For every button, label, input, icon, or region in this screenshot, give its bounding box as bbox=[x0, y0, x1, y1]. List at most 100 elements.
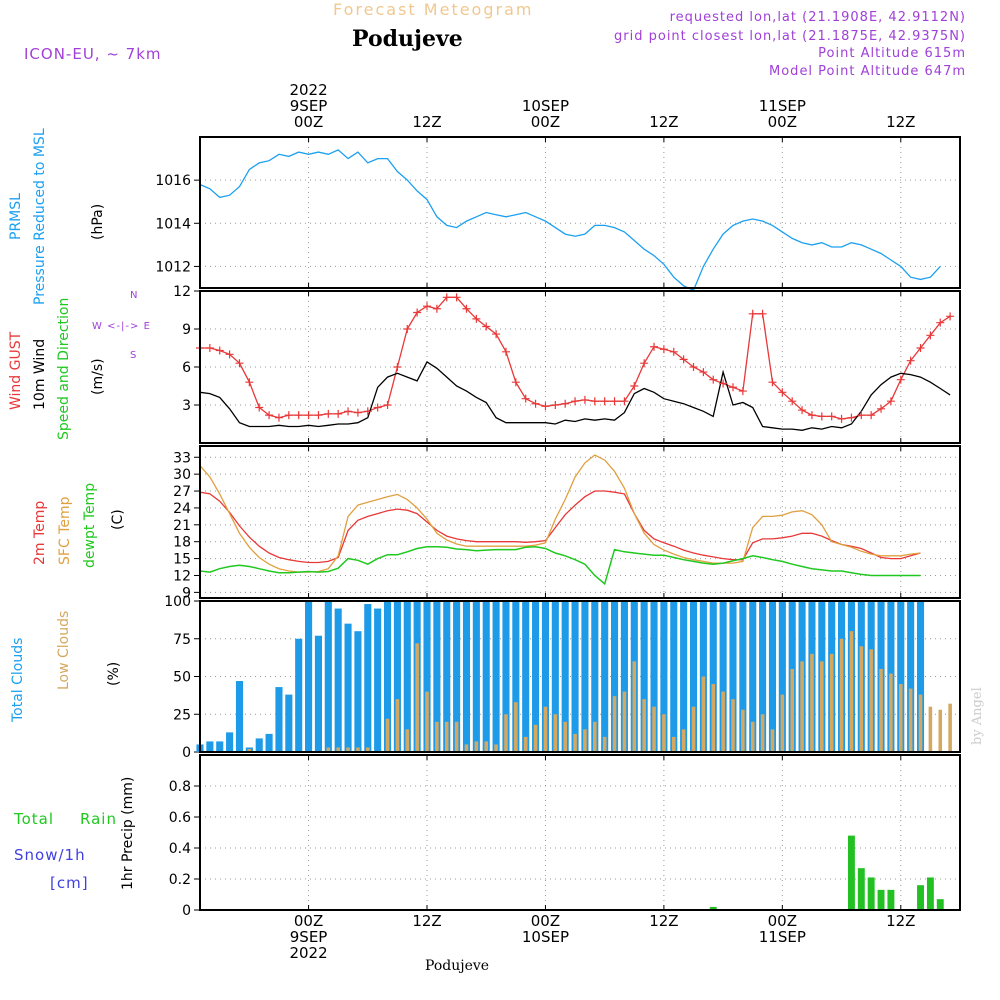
total-cloud-bar bbox=[522, 601, 530, 752]
model-altitude: Model Point Altitude 647m bbox=[769, 64, 966, 79]
total-cloud-bar bbox=[255, 738, 263, 752]
low-cloud-bar bbox=[366, 747, 370, 752]
gust-marker bbox=[650, 342, 659, 351]
time-label-line: 00Z bbox=[767, 912, 798, 930]
low-cloud-bar bbox=[415, 643, 419, 752]
gust-marker bbox=[462, 304, 471, 313]
low-cloud-bar bbox=[543, 706, 548, 752]
gust-marker bbox=[314, 411, 323, 420]
total-cloud-bar bbox=[601, 601, 609, 752]
total-cloud-bar bbox=[907, 601, 915, 752]
low-cloud-bar bbox=[425, 691, 429, 752]
total-cloud-bar bbox=[216, 741, 224, 752]
y-tick-label: 0.2 bbox=[169, 872, 191, 888]
gust-marker bbox=[472, 314, 481, 323]
gust-marker bbox=[561, 399, 570, 408]
gust-marker bbox=[827, 412, 836, 421]
total-cloud-bar bbox=[768, 601, 777, 752]
gust-marker bbox=[847, 413, 856, 422]
low-cloud-bar bbox=[336, 747, 340, 752]
total-cloud-bar bbox=[334, 608, 342, 752]
gust-marker bbox=[699, 368, 708, 377]
total-cloud-bar bbox=[275, 687, 283, 752]
time-label: 00Z 11SEP bbox=[742, 913, 822, 945]
total-cloud-bar bbox=[749, 601, 757, 752]
y-tick-label: 6 bbox=[182, 360, 191, 376]
gust-marker bbox=[383, 401, 392, 409]
time-label: 12Z bbox=[861, 114, 941, 130]
y-tick-label: 0.8 bbox=[169, 779, 191, 795]
gust-marker bbox=[413, 308, 422, 317]
low-cloud-bar bbox=[681, 729, 686, 752]
gridpoint-coords: grid point closest lon,lat (21.1875E, 42… bbox=[614, 29, 966, 44]
total-cloud-bar bbox=[778, 601, 786, 752]
total-cloud-bar bbox=[591, 601, 599, 752]
total-cloud-bar bbox=[443, 601, 451, 752]
low-cloud-bar bbox=[593, 721, 597, 752]
gust-marker bbox=[630, 382, 639, 390]
y-tick-label: 27 bbox=[173, 484, 191, 500]
total-cloud-bar bbox=[453, 601, 461, 752]
gust-marker bbox=[758, 309, 767, 318]
low-cloud-bar bbox=[622, 691, 627, 752]
total-cloud-bar bbox=[324, 601, 332, 752]
low-cloud-bar bbox=[810, 653, 814, 752]
total-cloud-bar bbox=[709, 601, 717, 752]
gust-marker bbox=[719, 379, 728, 388]
point-altitude: Point Altitude 615m bbox=[818, 46, 966, 61]
tsfc-line bbox=[199, 454, 921, 573]
y-tick-label: 21 bbox=[173, 518, 191, 534]
gust-marker bbox=[867, 411, 876, 420]
total-cloud-bar bbox=[314, 635, 322, 752]
time-label: 12Z bbox=[624, 114, 704, 130]
gust-marker bbox=[205, 344, 214, 352]
total-cloud-bar bbox=[472, 601, 480, 752]
time-label: 10SEP 00Z bbox=[505, 98, 585, 130]
gust-marker bbox=[255, 403, 264, 412]
rain-bar bbox=[936, 899, 944, 910]
total-cloud-bar bbox=[739, 601, 747, 752]
time-label: 00Z 10SEP bbox=[505, 913, 585, 945]
low-cloud-bar bbox=[859, 646, 864, 752]
y-tick-label: 33 bbox=[173, 450, 191, 466]
y-tick-label: 75 bbox=[173, 632, 191, 648]
pressure-panel: 1012 1014 1016 bbox=[155, 137, 960, 292]
low-cloud-bar bbox=[573, 733, 577, 752]
time-label-line: 2022 bbox=[289, 81, 328, 99]
rain-bar bbox=[709, 906, 717, 910]
total-cloud-bar bbox=[462, 601, 471, 752]
gust-marker bbox=[896, 375, 905, 384]
gust-marker bbox=[669, 347, 678, 356]
total-cloud-bar bbox=[660, 601, 668, 752]
time-label-line: 12Z bbox=[649, 113, 679, 131]
gust-marker bbox=[511, 378, 520, 387]
rain-bar bbox=[847, 835, 855, 910]
low-cloud-bar bbox=[918, 694, 923, 752]
low-cloud-bar bbox=[474, 741, 479, 752]
time-label-line: 00Z bbox=[767, 113, 798, 131]
gust-marker bbox=[363, 407, 372, 416]
compass-n: N bbox=[130, 290, 138, 301]
low-cloud-bar bbox=[790, 668, 794, 752]
gust-marker bbox=[245, 378, 254, 387]
gust-marker bbox=[916, 344, 925, 352]
product-title: Forecast Meteogram bbox=[333, 0, 534, 19]
total-cloud-bar bbox=[482, 601, 490, 752]
low-cloud-bar bbox=[612, 696, 617, 752]
low-cloud-bar bbox=[671, 736, 676, 752]
time-label: 11SEP 00Z bbox=[742, 98, 822, 130]
low-cloud-bar bbox=[553, 714, 558, 752]
low-cloud-bar bbox=[938, 709, 943, 752]
low-cloud-bar bbox=[454, 721, 459, 752]
gust-marker bbox=[679, 355, 688, 364]
y-tick-label: 12 bbox=[173, 568, 191, 584]
gust-marker bbox=[926, 331, 935, 340]
total-cloud-bar bbox=[344, 623, 352, 752]
low-cloud-bar bbox=[780, 694, 785, 752]
low-cloud-bar bbox=[928, 706, 933, 752]
gust-marker bbox=[294, 411, 303, 420]
gust-marker bbox=[403, 325, 412, 333]
gust-marker bbox=[215, 346, 224, 355]
y-tick-label: 18 bbox=[173, 535, 191, 551]
